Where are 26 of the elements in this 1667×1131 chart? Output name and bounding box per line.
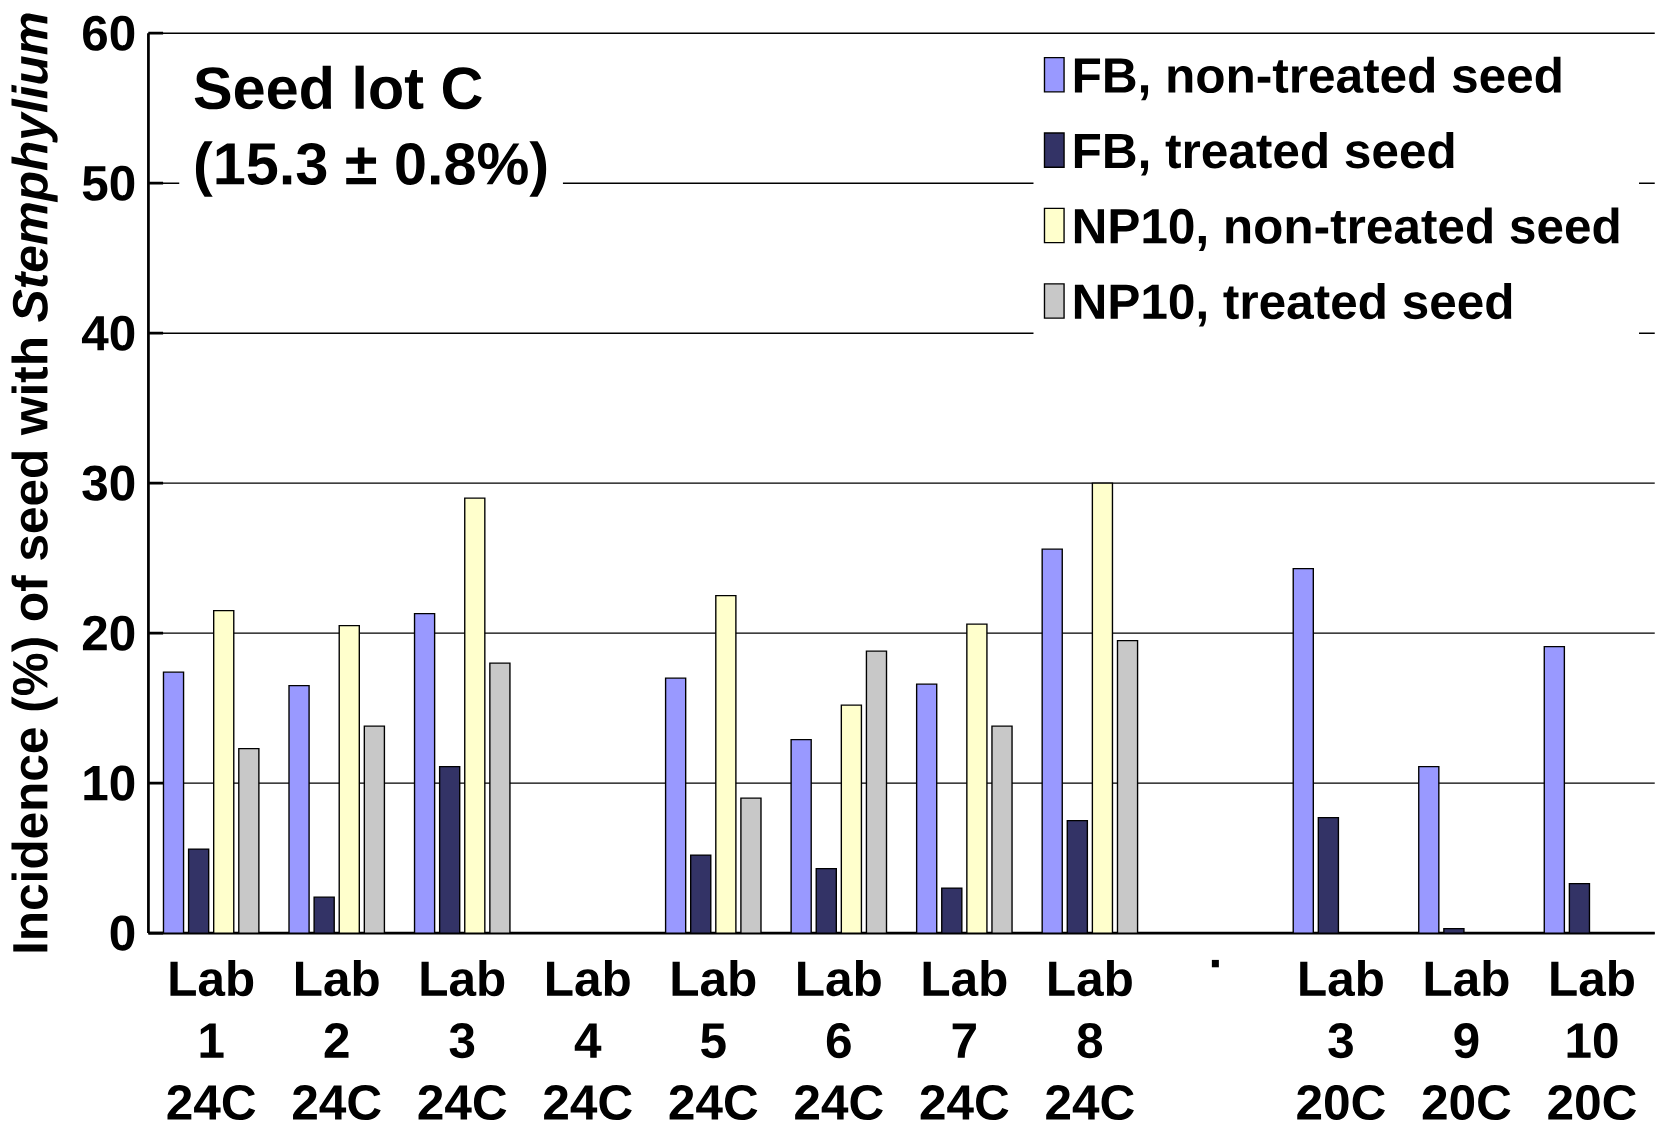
x-tick-label: Lab 6 24C: [795, 959, 883, 1120]
x-tick-label: Lab 2 24C: [293, 959, 381, 1120]
y-tick-label: 50: [82, 165, 135, 201]
x-tick-label: Lab 4 24C: [544, 959, 632, 1120]
y-tick-label: 30: [82, 465, 135, 501]
y-tick-label: 0: [110, 915, 135, 951]
legend-label: NP10, treated seed: [1074, 282, 1512, 327]
y-axis-title: Incidence (%) of seed with Stemphylium: [11, 13, 58, 952]
y-tick-label: 20: [82, 615, 135, 651]
x-tick-label: Lab 10 20C: [1548, 959, 1637, 1120]
legend-label: FB, non-treated seed: [1074, 56, 1561, 100]
x-tick-label: Lab 5 24C: [669, 959, 758, 1120]
x-tick-label: Lab 3 20C: [1297, 959, 1385, 1120]
x-tick-label: Lab 8 24C: [1046, 959, 1134, 1120]
chart-title: Seed lot C: [194, 65, 482, 110]
x-tick-label: Lab 7 24C: [920, 959, 1009, 1120]
y-tick-label: 60: [83, 15, 135, 51]
x-tick-label: .: [1211, 959, 1219, 968]
text: (15.3 ± 0.8%): [195, 141, 547, 197]
y-tick-label: 40: [81, 315, 135, 351]
y-tick-label: 10: [84, 765, 135, 801]
x-tick-label: Lab 9 20C: [1422, 959, 1511, 1120]
x-tick-label: Lab 1 24C: [167, 959, 256, 1120]
legend-label: NP10, non-treated seed: [1074, 207, 1619, 251]
legend-label: FB, treated seed: [1074, 131, 1454, 176]
x-tick-label: Lab 3 24C: [418, 959, 507, 1120]
